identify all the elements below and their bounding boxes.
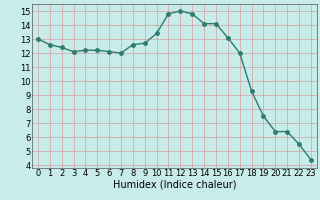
X-axis label: Humidex (Indice chaleur): Humidex (Indice chaleur)	[113, 180, 236, 190]
